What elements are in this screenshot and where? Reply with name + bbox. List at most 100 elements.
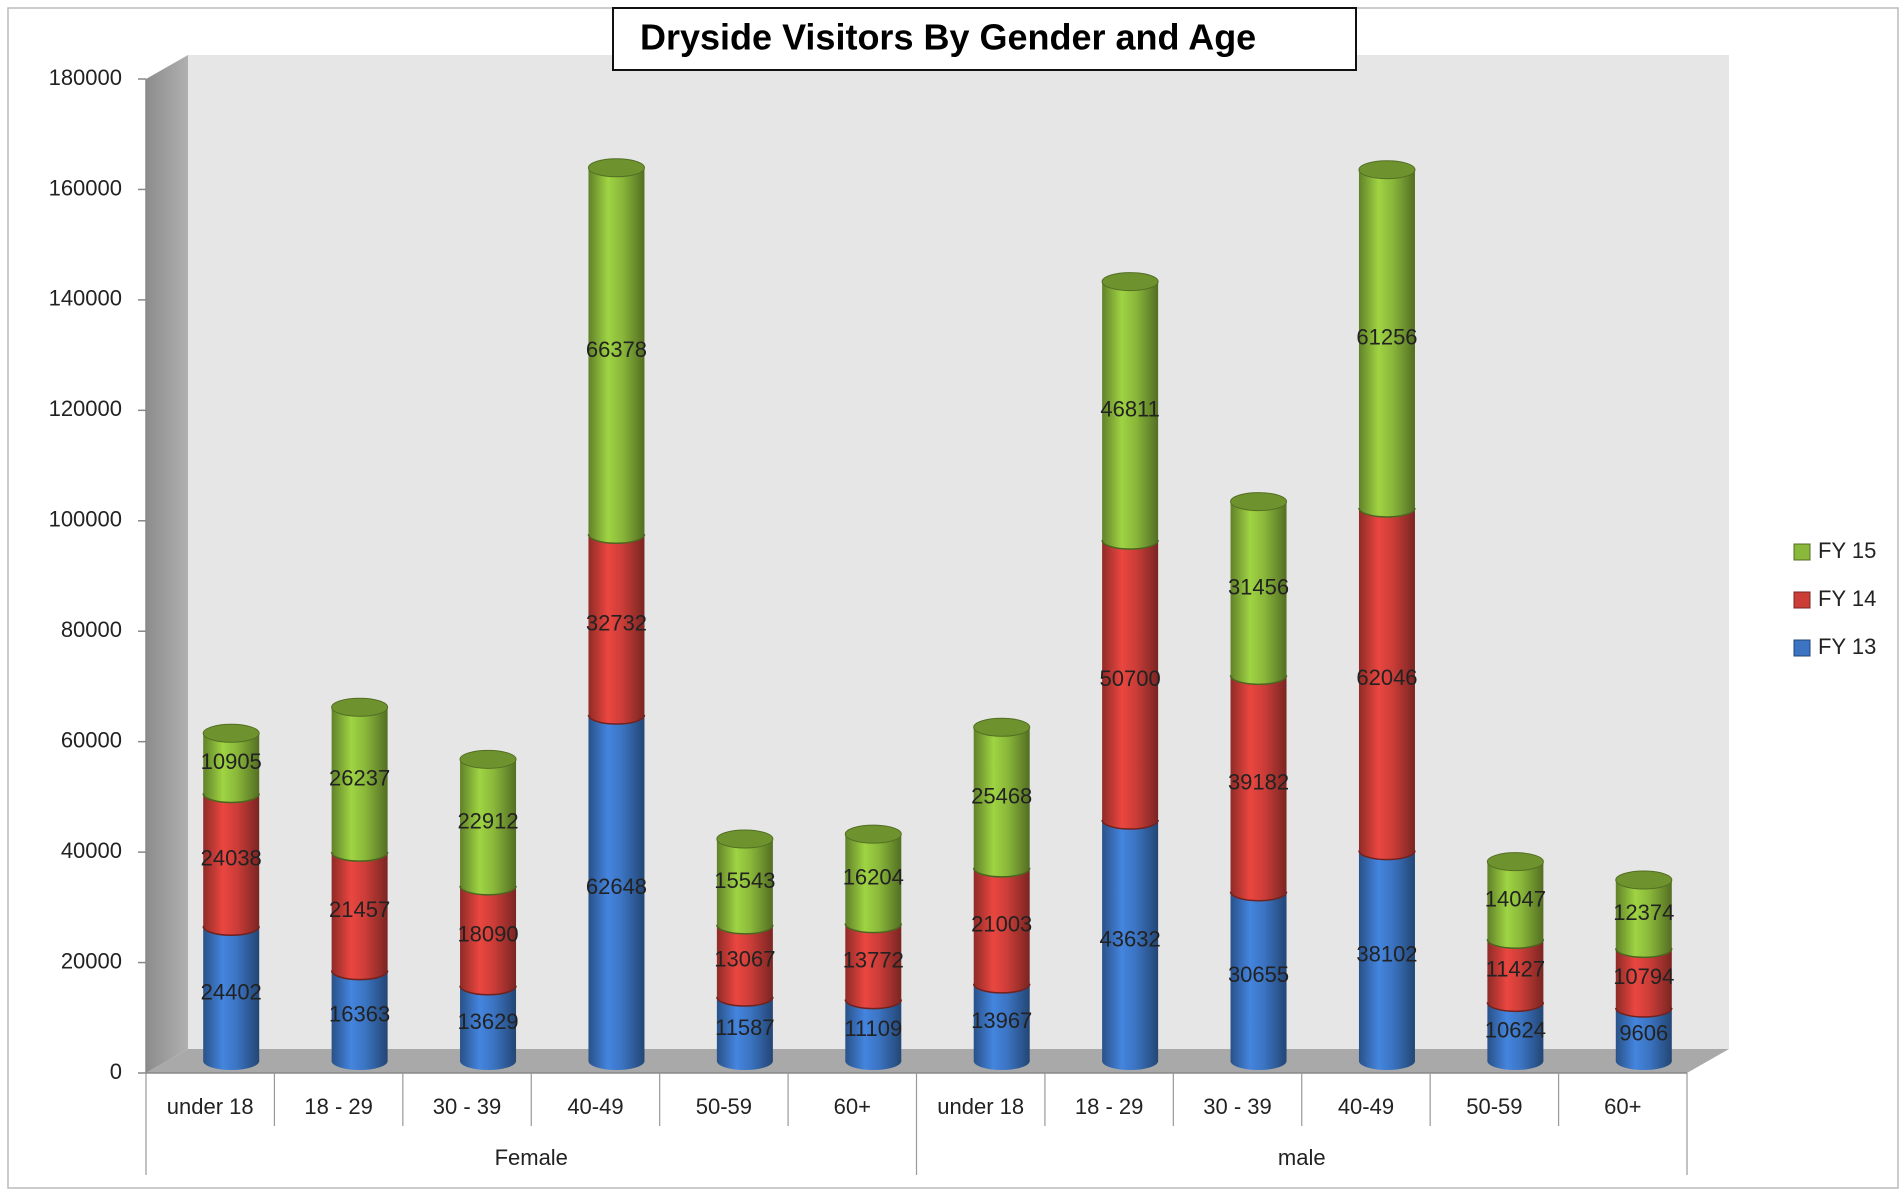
x-tick-label: 18 - 29 bbox=[1075, 1094, 1144, 1119]
x-tick-label: 40-49 bbox=[567, 1094, 623, 1119]
data-label: 13629 bbox=[457, 1009, 518, 1034]
y-tick-label: 140000 bbox=[49, 286, 122, 311]
data-label: 43632 bbox=[1100, 926, 1161, 951]
x-tick-label: 60+ bbox=[834, 1094, 871, 1119]
data-label: 50700 bbox=[1100, 666, 1161, 691]
data-label: 62046 bbox=[1356, 665, 1417, 690]
segment-seam bbox=[972, 983, 1031, 994]
plot-area: 0 20000 40000 60000 80000 100000 120000 140000 1… bbox=[49, 55, 1876, 1175]
cylinder-bottom bbox=[1102, 811, 1159, 830]
segment-seam bbox=[459, 885, 517, 896]
x-tick-label: 60+ bbox=[1604, 1094, 1641, 1119]
data-label: 16204 bbox=[843, 865, 904, 890]
cylinder-bottom bbox=[1487, 1052, 1544, 1070]
data-label: 62648 bbox=[586, 874, 647, 899]
cylinder-bottom bbox=[1230, 1052, 1287, 1070]
segment-seam bbox=[1615, 1007, 1673, 1018]
cylinder-bottom bbox=[1230, 666, 1287, 685]
legend-label: FY 14 bbox=[1818, 586, 1876, 611]
cylinder-bottom bbox=[588, 1052, 645, 1070]
group-label: Female bbox=[495, 1145, 568, 1170]
cylinder-bottom bbox=[203, 1052, 260, 1070]
y-tick-label: 0 bbox=[110, 1059, 122, 1084]
bar-segment bbox=[331, 852, 388, 971]
bar-segment bbox=[716, 997, 773, 1061]
bar-segment bbox=[973, 727, 1030, 868]
cylinder-cap bbox=[844, 824, 902, 844]
segment-seam bbox=[1101, 819, 1159, 830]
bar-segment bbox=[1615, 948, 1672, 1008]
bar-segment bbox=[716, 839, 773, 925]
y-tick-label: 160000 bbox=[49, 175, 122, 200]
bar-segment bbox=[1487, 939, 1544, 1003]
cylinder-bottom bbox=[588, 525, 645, 544]
data-label: 30655 bbox=[1228, 962, 1289, 987]
bar-segment bbox=[1487, 1002, 1544, 1061]
x-tick-label: 30 - 39 bbox=[1203, 1094, 1272, 1119]
bar-segment bbox=[460, 885, 517, 986]
cylinder-cap bbox=[1486, 852, 1544, 872]
data-label: 32732 bbox=[586, 610, 647, 635]
legend-label: FY 13 bbox=[1818, 634, 1876, 659]
data-label: 15543 bbox=[714, 868, 775, 893]
bar-segment bbox=[203, 926, 260, 1061]
bar-segment bbox=[1230, 891, 1287, 1061]
segment-seam bbox=[459, 985, 517, 996]
bar-segment bbox=[973, 983, 1030, 1061]
bar-segment bbox=[588, 167, 645, 535]
bar-segment bbox=[1230, 675, 1287, 892]
bar-segment bbox=[588, 534, 645, 716]
cylinder-cap bbox=[1615, 870, 1673, 890]
data-label: 18090 bbox=[457, 922, 518, 947]
bar-segment bbox=[845, 923, 902, 1000]
data-label: 13067 bbox=[714, 947, 775, 972]
bar-segment bbox=[716, 924, 773, 998]
cylinder-bottom bbox=[845, 914, 902, 933]
y-tick-label: 60000 bbox=[61, 727, 122, 752]
bar-segment bbox=[1358, 850, 1415, 1061]
data-label: 16363 bbox=[329, 1002, 390, 1027]
legend-swatch bbox=[1793, 543, 1811, 561]
x-tick-label: 50-59 bbox=[696, 1094, 752, 1119]
title-box bbox=[612, 7, 1357, 71]
data-label: 25468 bbox=[971, 783, 1032, 808]
cylinder-cap bbox=[331, 697, 389, 717]
floor bbox=[146, 1049, 1729, 1073]
data-label: 11587 bbox=[715, 1015, 775, 1040]
x-tick-label: 18 - 29 bbox=[304, 1094, 373, 1119]
cylinder-bottom bbox=[973, 974, 1030, 993]
cylinder-bottom bbox=[1615, 939, 1672, 958]
cylinder-bottom bbox=[1358, 841, 1415, 860]
bar-segment bbox=[1230, 501, 1287, 676]
bar-segment bbox=[1102, 820, 1159, 1061]
data-label: 31456 bbox=[1228, 574, 1289, 599]
data-label: 12374 bbox=[1613, 900, 1674, 925]
bar-segment bbox=[1358, 507, 1415, 851]
segment-seam bbox=[330, 851, 389, 862]
x-tick-label: under 18 bbox=[937, 1094, 1024, 1119]
side-wall bbox=[146, 55, 188, 1073]
data-label: 61256 bbox=[1356, 325, 1417, 350]
cylinder-bottom bbox=[1358, 498, 1415, 517]
cylinder-cap bbox=[459, 749, 517, 769]
cylinder-bottom bbox=[1487, 993, 1544, 1012]
data-label: 26237 bbox=[329, 766, 390, 791]
cylinder-bottom bbox=[331, 843, 388, 862]
y-tick-label: 100000 bbox=[49, 507, 122, 532]
segment-seam bbox=[1358, 850, 1416, 861]
cylinder-cap bbox=[973, 717, 1031, 737]
bar-segment bbox=[1487, 861, 1544, 940]
cylinder-cap bbox=[1358, 160, 1416, 180]
segment-seam bbox=[716, 996, 774, 1007]
data-label: 11427 bbox=[1486, 957, 1546, 982]
cylinder-bottom bbox=[1615, 1052, 1672, 1070]
group-label: male bbox=[1278, 1145, 1326, 1170]
y-tick-label: 120000 bbox=[49, 396, 122, 421]
bar-segment bbox=[331, 707, 388, 853]
y-tick-label: 180000 bbox=[49, 65, 122, 90]
segment-seam bbox=[1101, 539, 1159, 550]
data-label: 22912 bbox=[457, 808, 518, 833]
bar-segment bbox=[973, 867, 1030, 984]
cylinder-bottom bbox=[973, 858, 1030, 877]
segment-seam bbox=[202, 793, 260, 804]
